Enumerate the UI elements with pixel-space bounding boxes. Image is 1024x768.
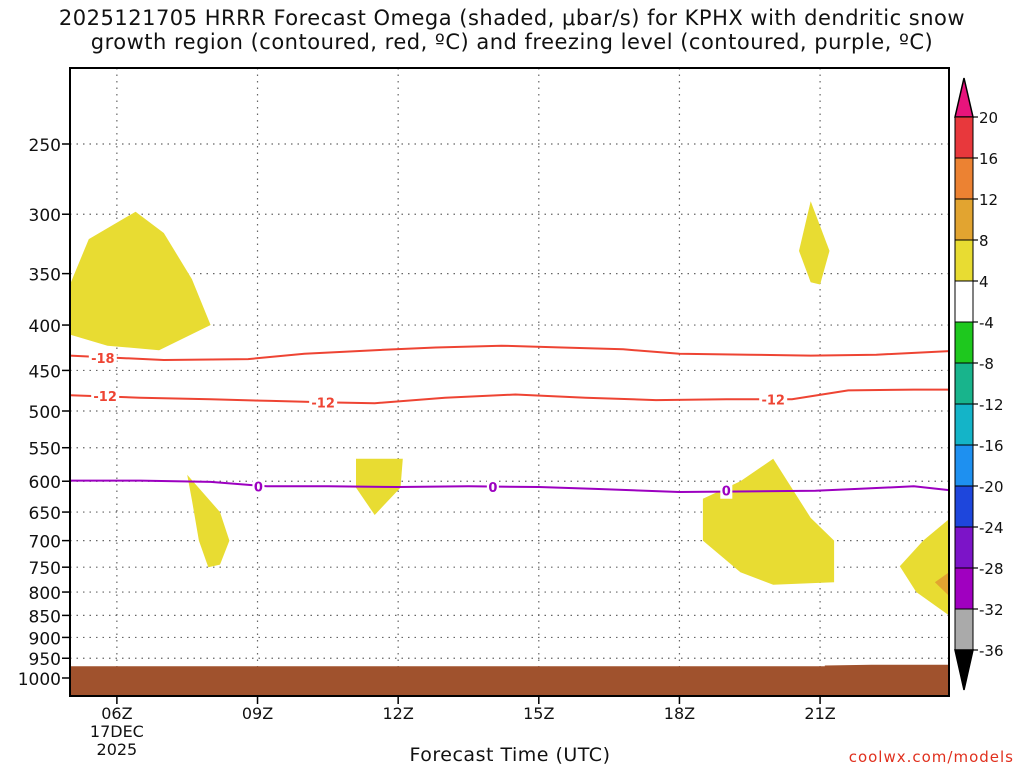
y-tick-label-900: 900 [29, 629, 61, 649]
colorbar-label-10: -24 [979, 519, 1004, 537]
colorbar-label-0: 20 [979, 109, 998, 127]
omega-region-5 [799, 201, 830, 285]
credit-link[interactable]: coolwx.com/models [848, 748, 1014, 766]
y-tick-label-650: 650 [29, 504, 61, 524]
omega-region-2 [187, 474, 230, 568]
x-tick-label-12Z: 12Z [382, 704, 413, 723]
colorbar-band-2 [954, 198, 974, 241]
colorbar-band-6 [954, 362, 974, 405]
plot-frame [69, 67, 950, 697]
contour-label-bg-0-0 [88, 350, 117, 367]
colorbar-band-11 [954, 567, 974, 610]
omega-region-4 [702, 458, 835, 585]
y-tick-label-1000: 1000 [18, 670, 61, 690]
x-tick-label-15Z: 15Z [523, 704, 554, 723]
contour-label-2-2: 0 [722, 485, 731, 500]
contour-label-bg-1-2 [759, 391, 788, 408]
colorbar: 20 16 12 8 4 -4 -8 -12 -16 -20 -24 -28 -32 -36 [954, 77, 1004, 691]
y-tick-label-600: 600 [29, 473, 61, 493]
colorbar-top-cap [954, 77, 974, 118]
colorbar-band-0 [954, 116, 974, 159]
contour-label-bg-2-0 [252, 478, 265, 495]
colorbar-band-10 [954, 526, 974, 569]
colorbar-band-7 [954, 403, 974, 446]
colorbar-label-8: -16 [979, 437, 1004, 455]
contour-label-2-1: 0 [488, 481, 497, 496]
y-tick-label-700: 700 [29, 533, 61, 553]
pressure-axis: 2503003504004505005506006507007508008509… [18, 136, 70, 690]
colorbar-band-1 [954, 157, 974, 200]
plot-background [70, 68, 949, 696]
colorbar-bottom-cap [954, 649, 974, 691]
omega-region-6 [899, 519, 949, 616]
contour-label-0-0: -18 [91, 352, 115, 367]
colorbar-band-3 [954, 239, 974, 282]
contour-line-0 [69, 344, 950, 362]
chart-title: 2025121705 HRRR Forecast Omega (shaded, … [0, 6, 1024, 54]
colorbar-label-9: -20 [979, 478, 1004, 496]
x-tick-sublabel-1: 2025 [97, 740, 138, 759]
y-tick-label-350: 350 [29, 266, 61, 286]
x-tick-label-06Z: 06Z [101, 704, 132, 723]
chart-title-line-1: 2025121705 HRRR Forecast Omega (shaded, … [58, 6, 966, 30]
x-tick-label-09Z: 09Z [242, 704, 273, 723]
y-tick-label-750: 750 [29, 559, 61, 579]
y-tick-label-950: 950 [29, 650, 61, 670]
x-axis-label: Forecast Time (UTC) [409, 744, 611, 766]
omega-shading [70, 201, 949, 616]
contour-line-1 [69, 388, 949, 405]
y-tick-label-400: 400 [29, 317, 61, 337]
y-tick-label-850: 850 [29, 607, 61, 627]
colorbar-label-7: -12 [979, 396, 1004, 414]
y-tick-label-250: 250 [29, 136, 61, 156]
ground-surface [70, 664, 949, 696]
omega-region-1 [70, 211, 211, 351]
y-tick-label-450: 450 [29, 362, 61, 382]
x-tick-sublabel-0: 17DEC [90, 722, 144, 741]
colorbar-label-2: 12 [979, 191, 998, 209]
colorbar-label-12: -32 [979, 601, 1004, 619]
contour-label-1-2: -12 [761, 393, 785, 408]
x-tick-label-21Z: 21Z [804, 704, 835, 723]
colorbar-label-1: 16 [979, 150, 998, 168]
colorbar-label-3: 8 [979, 232, 989, 250]
colorbar-band-12 [954, 608, 974, 651]
colorbar-label-5: -4 [979, 314, 994, 332]
grid [70, 68, 949, 696]
x-tick-label-18Z: 18Z [664, 704, 695, 723]
contour-line-2 [70, 479, 950, 494]
colorbar-band-5 [954, 321, 974, 364]
y-tick-label-550: 550 [29, 440, 61, 460]
colorbar-label-4: 4 [979, 273, 989, 291]
colorbar-label-11: -28 [979, 560, 1004, 578]
contour-label-2-0: 0 [254, 480, 263, 495]
ground-fill [70, 664, 949, 696]
y-tick-label-800: 800 [29, 584, 61, 604]
contours: -18 -12 -12 -12 0 0 0 [69, 344, 950, 500]
y-tick-label-300: 300 [29, 206, 61, 226]
colorbar-label-13: -36 [979, 642, 1004, 660]
contour-label-bg-1-1 [309, 394, 338, 411]
colorbar-band-4 [954, 280, 974, 323]
contour-label-bg-2-2 [720, 482, 733, 499]
colorbar-label-6: -8 [979, 355, 994, 373]
omega-region-7 [934, 572, 949, 596]
contour-label-bg-1-0 [91, 388, 120, 405]
colorbar-band-8 [954, 444, 974, 487]
contour-label-1-1: -12 [311, 396, 335, 411]
y-tick-label-500: 500 [29, 403, 61, 423]
chart-title-line-2: growth region (contoured, red, ºC) and f… [90, 30, 934, 54]
contour-label-bg-2-1 [486, 478, 499, 495]
colorbar-band-9 [954, 485, 974, 528]
contour-label-1-0: -12 [93, 390, 117, 405]
